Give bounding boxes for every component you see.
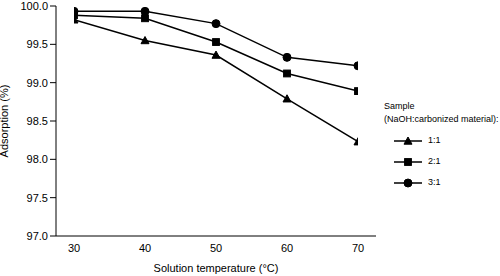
html-text:(NaOH:carbonized material):: (NaOH:carbonized material): — [384, 114, 499, 124]
svg-text:99.5: 99.5 — [27, 38, 48, 50]
svg-text:97.5: 97.5 — [27, 192, 48, 204]
svg-text:97.0: 97.0 — [27, 230, 48, 242]
svg-text:60: 60 — [281, 242, 293, 254]
svg-text:99.0: 99.0 — [27, 77, 48, 89]
svg-text:Solution temperature (°C): Solution temperature (°C) — [154, 262, 279, 274]
svg-text:98.0: 98.0 — [27, 153, 48, 165]
svg-text:30: 30 — [68, 242, 80, 254]
html-text:1:1: 1:1 — [428, 135, 441, 145]
svg-text:40: 40 — [139, 242, 151, 254]
svg-text:70: 70 — [352, 242, 364, 254]
svg-text:Adsorption (%): Adsorption (%) — [8, 85, 10, 158]
svg-text:98.5: 98.5 — [27, 115, 48, 127]
html-text:3:1: 3:1 — [428, 177, 441, 187]
svg-text:50: 50 — [210, 242, 222, 254]
svg-text:100.0: 100.0 — [20, 0, 48, 12]
html-text:Sample: Sample — [384, 101, 415, 111]
html-text:2:1: 2:1 — [428, 156, 441, 166]
